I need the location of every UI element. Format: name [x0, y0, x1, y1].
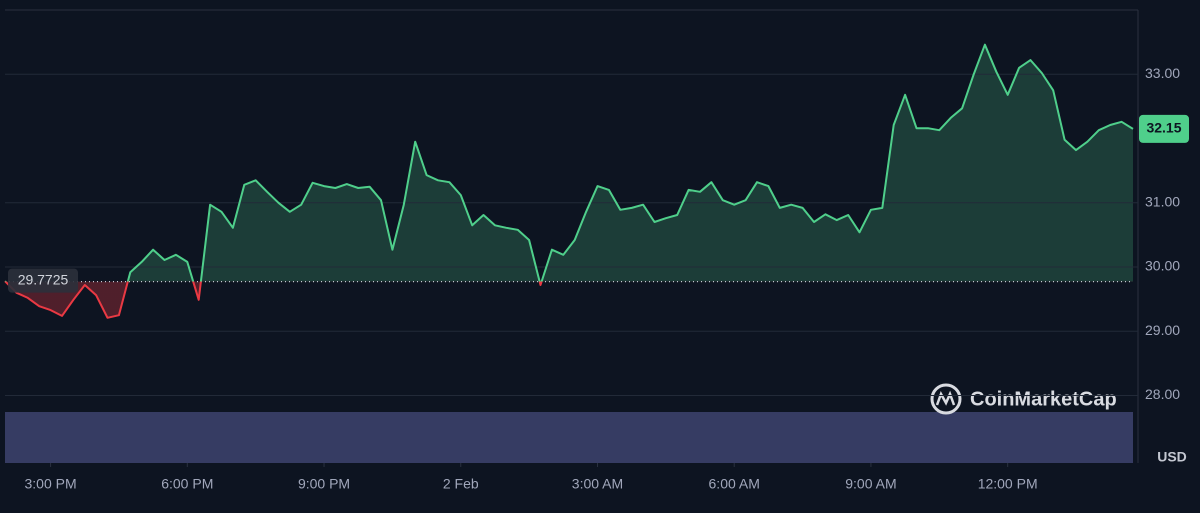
current-price-label: 32.15	[1146, 120, 1181, 136]
x-tick-label: 3:00 PM	[25, 476, 77, 492]
x-tick-label: 6:00 AM	[709, 476, 760, 492]
reference-label-box	[8, 268, 78, 293]
y-tick-label: 29.00	[1145, 322, 1180, 338]
watermark-text: CoinMarketCap	[970, 388, 1117, 410]
current-price-box	[1139, 114, 1189, 143]
x-tick-label: 12:00 PM	[978, 476, 1038, 492]
price-area	[5, 44, 1133, 318]
reference-label: 29.7725	[18, 271, 69, 287]
x-tick-label: 9:00 PM	[298, 476, 350, 492]
currency-label: USD	[1157, 449, 1187, 465]
y-tick-label: 28.00	[1145, 386, 1180, 402]
y-tick-label: 33.00	[1145, 65, 1180, 81]
logo-mark	[935, 390, 956, 406]
price-line	[4, 43, 1134, 319]
y-tick-label: 31.00	[1145, 193, 1180, 209]
y-tick-label: 30.00	[1145, 258, 1180, 274]
x-tick-label: 9:00 AM	[845, 476, 896, 492]
x-tick-label: 3:00 AM	[572, 476, 623, 492]
logo-icon	[930, 383, 962, 415]
x-tick-label: 2 Feb	[443, 476, 479, 492]
x-tick-label: 6:00 PM	[161, 476, 213, 492]
volume-band	[5, 412, 1133, 463]
watermark: CoinMarketCap	[930, 383, 1117, 415]
